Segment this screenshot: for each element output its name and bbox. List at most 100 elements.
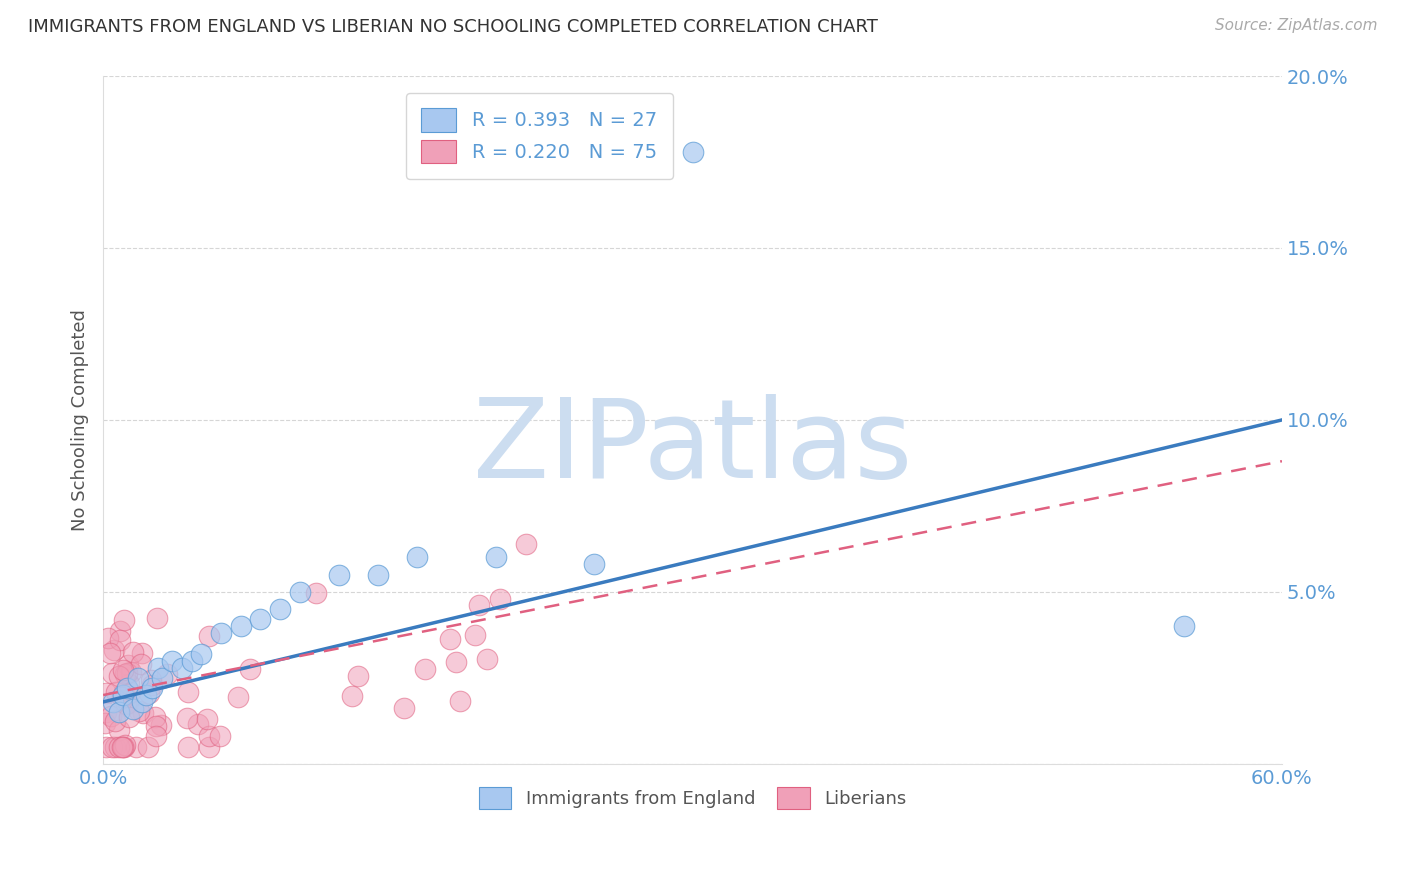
Point	[114, 613, 136, 627]
Text: ZIPatlas: ZIPatlas	[472, 394, 912, 501]
Point	[413, 662, 436, 676]
Text: IMMIGRANTS FROM ENGLAND VS LIBERIAN NO SCHOOLING COMPLETED CORRELATION CHART: IMMIGRANTS FROM ENGLAND VS LIBERIAN NO S…	[28, 18, 877, 36]
Point	[120, 685, 142, 699]
Point	[111, 664, 134, 678]
Point	[94, 739, 117, 754]
Point	[475, 652, 498, 666]
Point	[94, 715, 117, 730]
Point	[177, 739, 200, 754]
Point	[141, 677, 163, 691]
Point	[269, 602, 291, 616]
Point	[121, 702, 143, 716]
Point	[111, 739, 134, 754]
Point	[249, 612, 271, 626]
Point	[115, 665, 138, 680]
Point	[145, 719, 167, 733]
Point	[198, 729, 221, 743]
Point	[118, 676, 141, 690]
Point	[187, 717, 209, 731]
Point	[150, 671, 173, 685]
Point	[94, 705, 117, 719]
Point	[488, 591, 510, 606]
Point	[145, 611, 167, 625]
Point	[145, 729, 167, 743]
Point	[98, 646, 121, 660]
Point	[104, 739, 127, 754]
Point	[103, 642, 125, 657]
Point	[103, 714, 125, 729]
Point	[132, 706, 155, 720]
Point	[108, 705, 131, 719]
Text: Source: ZipAtlas.com: Source: ZipAtlas.com	[1215, 18, 1378, 33]
Legend: Immigrants from England, Liberians: Immigrants from England, Liberians	[464, 772, 921, 823]
Point	[114, 738, 136, 752]
Point	[406, 550, 429, 565]
Point	[1173, 619, 1195, 633]
Point	[114, 666, 136, 681]
Point	[226, 690, 249, 705]
Point	[107, 739, 129, 754]
Point	[156, 667, 179, 681]
Point	[112, 685, 135, 699]
Point	[108, 723, 131, 738]
Point	[139, 673, 162, 687]
Point	[108, 633, 131, 648]
Point	[94, 686, 117, 700]
Point	[100, 709, 122, 723]
Point	[449, 694, 471, 708]
Point	[485, 550, 508, 565]
Y-axis label: No Schooling Completed: No Schooling Completed	[72, 309, 89, 531]
Point	[135, 688, 157, 702]
Point	[108, 624, 131, 638]
Point	[141, 681, 163, 695]
Point	[328, 567, 350, 582]
Point	[117, 658, 139, 673]
Point	[170, 660, 193, 674]
Point	[146, 660, 169, 674]
Point	[229, 619, 252, 633]
Point	[131, 647, 153, 661]
Point	[111, 739, 134, 754]
Point	[128, 704, 150, 718]
Point	[129, 657, 152, 671]
Point	[128, 671, 150, 685]
Point	[180, 654, 202, 668]
Point	[131, 695, 153, 709]
Point	[105, 684, 128, 698]
Point	[143, 710, 166, 724]
Point	[177, 685, 200, 699]
Point	[111, 690, 134, 704]
Point	[101, 695, 124, 709]
Point	[682, 145, 704, 159]
Point	[136, 739, 159, 754]
Point	[112, 739, 135, 754]
Point	[444, 655, 467, 669]
Point	[101, 665, 124, 680]
Point	[149, 718, 172, 732]
Point	[347, 669, 370, 683]
Point	[160, 654, 183, 668]
Point	[197, 629, 219, 643]
Point	[117, 696, 139, 710]
Point	[115, 697, 138, 711]
Point	[120, 665, 142, 679]
Point	[115, 681, 138, 695]
Point	[468, 598, 491, 612]
Point	[190, 647, 212, 661]
Point	[515, 537, 537, 551]
Point	[209, 729, 232, 743]
Point	[176, 711, 198, 725]
Point	[108, 669, 131, 683]
Point	[209, 626, 232, 640]
Point	[392, 701, 415, 715]
Point	[138, 685, 160, 699]
Point	[340, 690, 363, 704]
Point	[288, 585, 311, 599]
Point	[239, 662, 262, 676]
Point	[122, 645, 145, 659]
Point	[367, 567, 389, 582]
Point	[198, 739, 221, 754]
Point	[305, 586, 328, 600]
Point	[464, 627, 486, 641]
Point	[100, 739, 122, 754]
